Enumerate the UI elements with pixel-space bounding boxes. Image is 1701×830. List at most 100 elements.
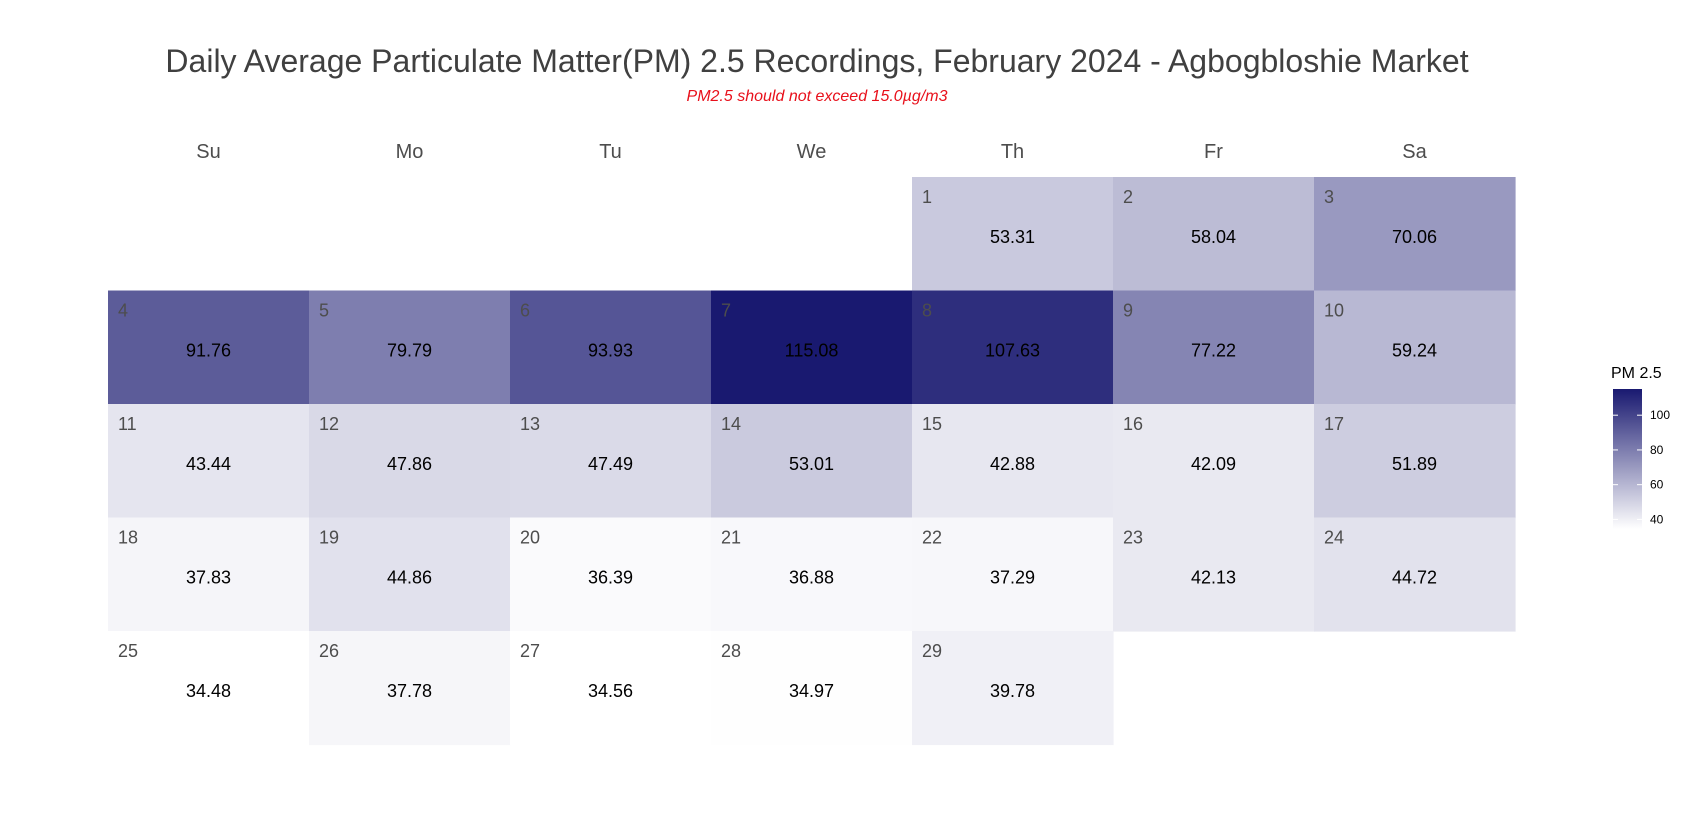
pm25-value: 107.63 (985, 341, 1040, 361)
weekday-headers: Su Mo Tu We Th Fr Sa (196, 141, 1427, 163)
calendar-cell: 20 36.39 (510, 517, 712, 632)
pm25-value: 59.24 (1392, 341, 1437, 361)
day-number: 29 (922, 641, 942, 661)
day-number: 7 (721, 301, 731, 321)
day-number: 2 (1123, 187, 1133, 207)
pm25-value: 47.49 (588, 454, 633, 474)
pm25-value: 79.79 (387, 341, 432, 361)
cell-tile (1113, 290, 1315, 405)
calendar-cell: 14 53.01 (711, 404, 913, 519)
pm25-value: 36.88 (789, 568, 834, 588)
pm25-value: 77.22 (1191, 341, 1236, 361)
cell-tile (510, 404, 712, 519)
pm25-value: 115.08 (785, 341, 839, 361)
legend-ticks: 40 60 80 100 (1613, 408, 1670, 526)
cell-tile (510, 517, 712, 632)
day-number: 4 (118, 301, 128, 321)
calendar-cell: 11 43.44 (108, 404, 310, 519)
pm25-value: 44.86 (387, 568, 432, 588)
calendar-cell: 24 44.72 (1314, 517, 1516, 632)
cell-tile (711, 631, 913, 746)
legend-tick-label: 100 (1650, 408, 1670, 422)
pm25-value: 53.01 (789, 454, 834, 474)
chart-subtitle: PM2.5 should not exceed 15.0µg/m3 (687, 88, 948, 105)
day-number: 24 (1324, 528, 1344, 548)
calendar-cells: 153.31258.04370.06491.76579.79693.937115… (108, 177, 1516, 746)
day-number: 22 (922, 528, 942, 548)
day-number: 6 (520, 301, 530, 321)
pm25-value: 37.83 (186, 568, 231, 588)
pm25-value: 42.13 (1191, 568, 1236, 588)
pm25-value: 37.29 (990, 568, 1035, 588)
cell-tile (1314, 177, 1516, 292)
calendar-cell: 18 37.83 (108, 517, 310, 632)
legend-tick-label: 80 (1650, 443, 1664, 457)
pm25-value: 70.06 (1392, 227, 1437, 247)
pm25-value: 91.76 (186, 341, 231, 361)
pm25-value: 42.09 (1191, 454, 1236, 474)
cell-tile (309, 517, 511, 632)
weekday-label: Th (1001, 141, 1024, 163)
day-number: 12 (319, 414, 339, 434)
day-number: 18 (118, 528, 138, 548)
weekday-label: Su (196, 141, 220, 163)
day-number: 25 (118, 641, 138, 661)
legend-colorbar (1613, 389, 1642, 529)
day-number: 19 (319, 528, 339, 548)
day-number: 28 (721, 641, 741, 661)
weekday-label: Tu (599, 141, 622, 163)
pm25-value: 39.78 (990, 681, 1035, 701)
cell-tile (912, 517, 1114, 632)
pm25-value: 93.93 (588, 341, 633, 361)
cell-tile (1113, 404, 1315, 519)
calendar-cell: 579.79 (309, 290, 511, 405)
calendar-cell: 29 39.78 (912, 631, 1114, 746)
pm25-value: 47.86 (387, 454, 432, 474)
weekday-label: Sa (1402, 141, 1427, 163)
day-number: 26 (319, 641, 339, 661)
calendar-cell: 370.06 (1314, 177, 1516, 292)
cell-tile (108, 517, 310, 632)
cell-tile (309, 631, 511, 746)
calendar-cell: 21 36.88 (711, 517, 913, 632)
weekday-label: Mo (396, 141, 424, 163)
cell-tile (912, 631, 1114, 746)
calendar-cell: 12 47.86 (309, 404, 511, 519)
day-number: 23 (1123, 528, 1143, 548)
day-number: 5 (319, 301, 329, 321)
calendar-cell: 693.93 (510, 290, 712, 405)
cell-tile (912, 404, 1114, 519)
legend-tick-label: 60 (1650, 478, 1664, 492)
cell-tile (912, 290, 1114, 405)
cell-tile (309, 404, 511, 519)
pm25-value: 53.31 (990, 227, 1035, 247)
day-number: 14 (721, 414, 741, 434)
cell-tile (711, 404, 913, 519)
pm25-value: 42.88 (990, 454, 1035, 474)
cell-tile (309, 290, 511, 405)
calendar-cell: 23 42.13 (1113, 517, 1315, 632)
weekday-label: We (797, 141, 827, 163)
calendar-cell: 22 37.29 (912, 517, 1114, 632)
pm25-value: 58.04 (1191, 227, 1236, 247)
day-number: 21 (721, 528, 741, 548)
calendar-cell: 26 37.78 (309, 631, 511, 746)
calendar-cell: 153.31 (912, 177, 1114, 292)
day-number: 15 (922, 414, 942, 434)
legend-tick-label: 40 (1650, 512, 1664, 526)
day-number: 20 (520, 528, 540, 548)
pm25-value: 34.56 (588, 681, 633, 701)
calendar-cell: 15 42.88 (912, 404, 1114, 519)
calendar-cell: 17 51.89 (1314, 404, 1516, 519)
cell-tile (510, 290, 712, 405)
cell-tile (912, 177, 1114, 292)
chart-title: Daily Average Particulate Matter(PM) 2.5… (165, 43, 1468, 79)
cell-tile (1314, 517, 1516, 632)
calendar-cell: 28 34.97 (711, 631, 913, 746)
calendar-cell: 16 42.09 (1113, 404, 1315, 519)
calendar-cell: 491.76 (108, 290, 310, 405)
cell-tile (108, 404, 310, 519)
calendar-cell: 27 34.56 (510, 631, 712, 746)
pm25-value: 43.44 (186, 454, 231, 474)
calendar-cell: 8 107.63 (912, 290, 1114, 405)
